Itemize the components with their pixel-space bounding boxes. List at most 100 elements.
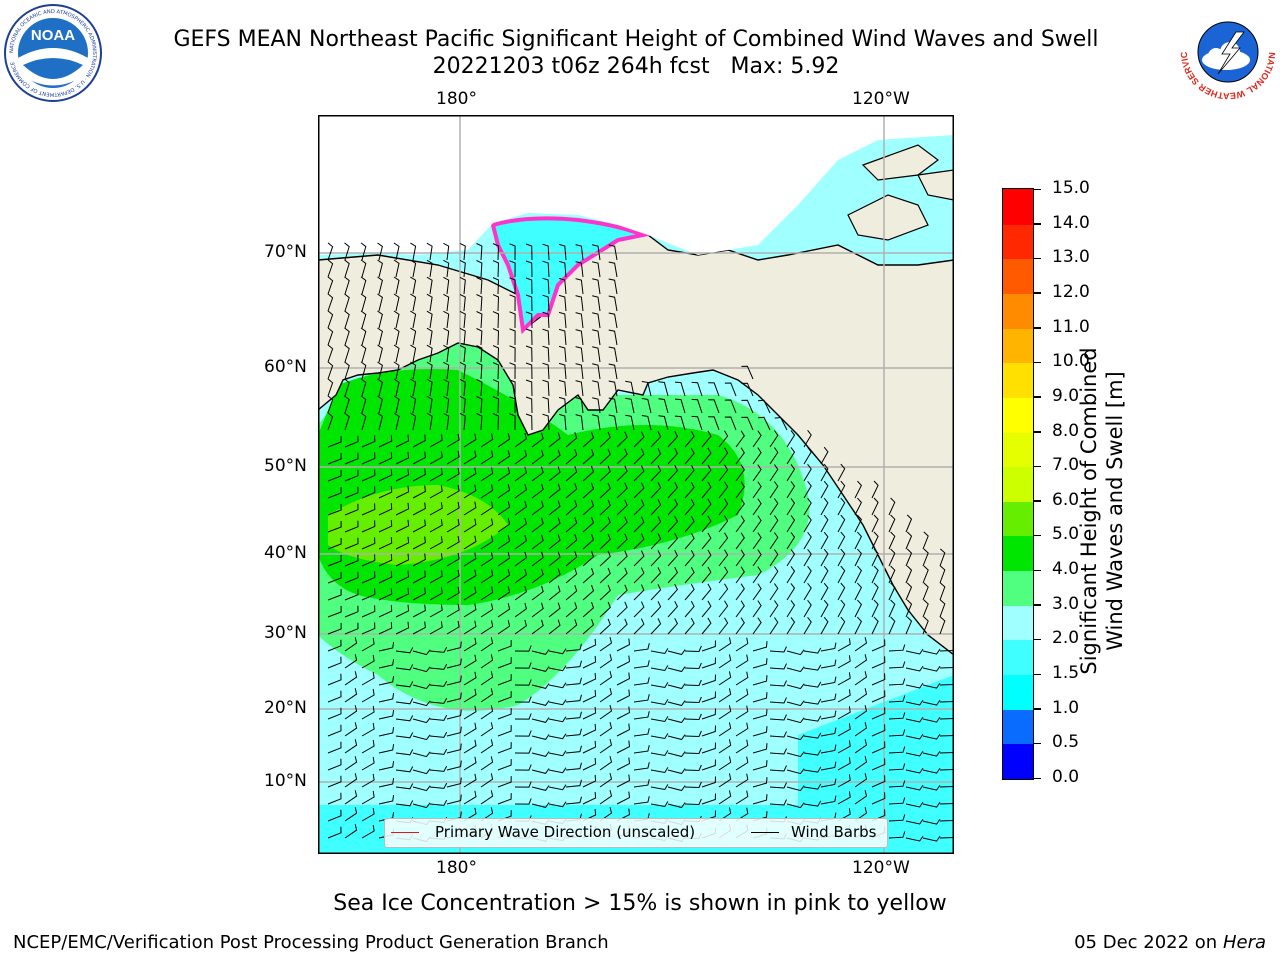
wind-barb [327,623,342,635]
wind-barb [575,329,584,346]
wind-barb [871,497,879,516]
map-legend: Primary Wave Direction (unscaled) Wind B… [384,818,888,848]
wind-barb [565,711,582,720]
wind-barb [786,785,805,792]
wind-barb [360,361,367,380]
wind-barb [327,826,342,839]
wind-barb [412,649,431,656]
wind-barb [542,345,550,363]
wind-barb [786,549,796,567]
wind-barb [497,484,511,499]
wind-barb [854,671,868,686]
wind-barb [575,278,584,295]
wind-barb [565,568,578,584]
wind-barb [786,666,805,673]
wind-barb [633,601,645,618]
wind-barb [582,689,597,703]
wind-barb [480,433,494,448]
wind-barb [608,244,618,261]
wind-barb [378,693,395,703]
wind-barb [769,663,787,670]
wind-barb [327,555,342,567]
wind-barb [667,617,678,635]
wind-barb [786,481,796,499]
wind-barb [565,745,582,754]
wind-barb [854,773,868,788]
wind-barb [837,616,846,635]
wind-barb [412,536,426,550]
wind-barb [344,773,358,788]
wind-barb [480,722,494,737]
wind-barb [542,311,550,329]
wind-barb [650,533,662,550]
wind-barb [922,548,929,567]
wind-barb [361,773,375,788]
wind-barb [616,791,631,805]
colorbar-segment [1003,570,1033,606]
wind-barb [327,741,342,754]
wave-direction-legend-line [391,832,419,833]
wind-barb [361,705,375,720]
wind-barb [735,600,745,618]
wind-barb [429,468,443,482]
wind-barb [592,414,601,431]
wind-barb [888,661,906,669]
wind-barb [820,446,829,465]
wind-barb [608,278,618,295]
wind-barb [837,582,846,601]
wind-barb [429,714,448,721]
wind-barb [854,548,863,567]
wind-barb [412,717,431,724]
wind-barb [803,463,812,482]
wind-barb [616,689,631,703]
wind-barb [378,795,395,805]
wind-barb [446,586,460,601]
wind-barb [429,621,443,635]
wind-barb [786,532,796,550]
wind-barb [548,517,561,533]
wind-barb [361,637,375,652]
wind-barb [480,569,494,584]
wind-barb [542,243,550,261]
arctic-island-1 [861,144,939,181]
wind-barb [426,276,433,295]
colorbar-segment [1003,605,1033,641]
colorbar-segment [1003,258,1033,294]
wind-barb [361,486,376,499]
wind-barb [361,469,376,482]
wind-barb [514,500,527,516]
wind-barb [724,399,737,414]
wind-barb [565,694,582,703]
wind-barb [395,749,414,756]
wind-barb [492,294,500,312]
wind-barb [378,435,393,448]
wind-barb [429,519,443,533]
wind-barb [769,481,779,499]
wind-barb [344,671,358,686]
wind-barb [565,619,578,635]
wind-barb [412,485,426,499]
wind-barb [344,327,350,346]
wind-barb [854,688,868,703]
wind-barb [459,259,466,278]
wind-barb [735,498,745,516]
wind-barb [803,647,822,654]
wind-barb [837,757,851,771]
wind-barb [905,648,924,655]
wind-barb [429,434,443,448]
wind-barb [820,795,837,805]
wind-barb [592,261,601,278]
wind-barb [410,395,417,414]
wind-barb [752,726,768,737]
wind-barb [667,464,678,482]
wind-barb [922,818,941,825]
wind-barb [837,689,851,703]
wind-barb [480,535,494,550]
wind-barb [378,605,393,618]
wind-barb [410,310,417,329]
colorbar-tick-label: 9.0 [1052,385,1080,406]
wind-barb [701,481,712,499]
wind-barb [542,413,550,431]
wind-barb [429,748,448,755]
wind-barb [377,395,383,414]
